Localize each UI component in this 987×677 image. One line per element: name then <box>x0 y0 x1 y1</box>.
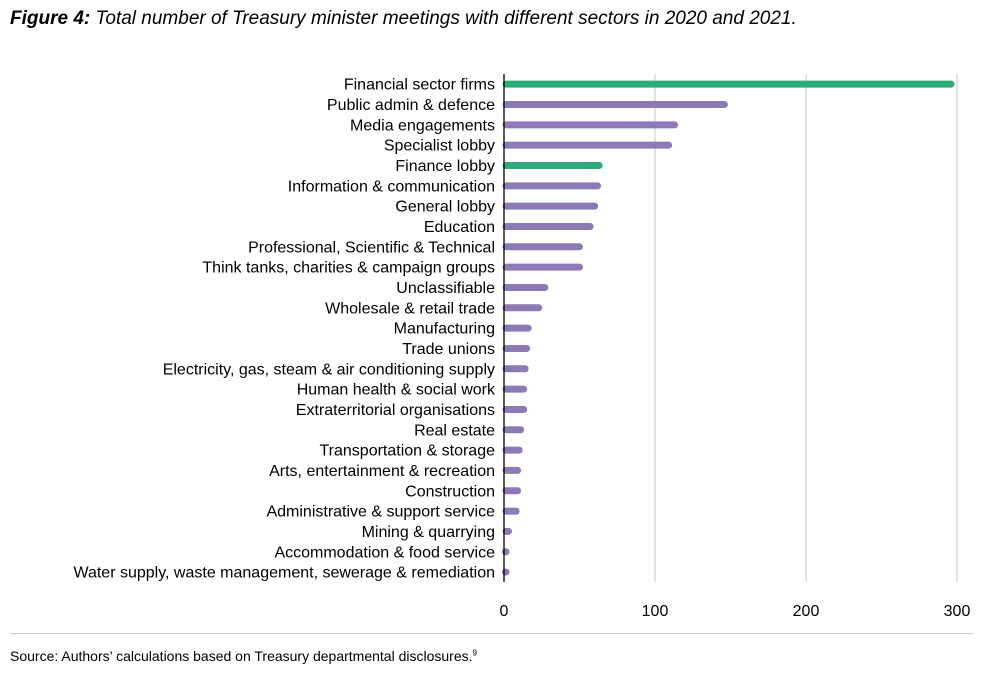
category-label-19: Transportation & storage <box>320 443 496 460</box>
figure-caption: Total number of Treasury minister meetin… <box>95 8 797 29</box>
category-label-1: Financial sector firms <box>344 77 495 94</box>
category-label-6: Information & communication <box>288 178 495 195</box>
source-text: Source: Authors’ calculations based on T… <box>10 648 473 664</box>
x-tick-label-0: 0 <box>500 603 509 620</box>
category-label-8: Education <box>424 219 495 236</box>
category-label-12: Wholesale & retail trade <box>325 300 495 317</box>
x-tick-label-100: 100 <box>642 603 669 620</box>
category-label-2: Public admin & defence <box>327 97 495 114</box>
category-label-11: Unclassifiable <box>396 280 495 297</box>
category-label-16: Human health & social work <box>297 382 496 399</box>
figure-label: Figure 4: <box>10 8 91 29</box>
category-label-25: Water supply, waste management, sewerage… <box>73 565 495 582</box>
category-label-10: Think tanks, charities & campaign groups <box>202 260 495 277</box>
category-label-24: Accommodation & food service <box>274 544 495 561</box>
category-label-14: Trade unions <box>402 341 495 358</box>
category-label-7: General lobby <box>395 199 495 216</box>
source-footnote: 9 <box>472 648 477 658</box>
category-label-3: Media engagements <box>350 117 495 134</box>
category-label-17: Extraterritorial organisations <box>296 402 495 419</box>
category-label-5: Finance lobby <box>395 158 495 175</box>
figure-title: Figure 4: Total number of Treasury minis… <box>10 8 797 30</box>
category-label-9: Professional, Scientific & Technical <box>248 239 495 256</box>
category-label-22: Administrative & support service <box>266 504 495 521</box>
source-note: Source: Authors’ calculations based on T… <box>10 648 477 664</box>
category-label-4: Specialist lobby <box>384 138 495 155</box>
category-label-18: Real estate <box>414 422 495 439</box>
category-label-20: Arts, entertainment & recreation <box>269 463 495 480</box>
category-label-13: Manufacturing <box>394 321 495 338</box>
bar-chart: Financial sector firms Public admin & def… <box>73 74 971 620</box>
category-label-15: Electricity, gas, steam & air conditioni… <box>163 361 495 378</box>
footer-divider <box>10 633 973 634</box>
x-tick-label-200: 200 <box>793 603 820 620</box>
category-label-23: Mining & quarrying <box>362 524 495 541</box>
category-label-21: Construction <box>405 483 495 500</box>
x-tick-label-300: 300 <box>944 603 971 620</box>
